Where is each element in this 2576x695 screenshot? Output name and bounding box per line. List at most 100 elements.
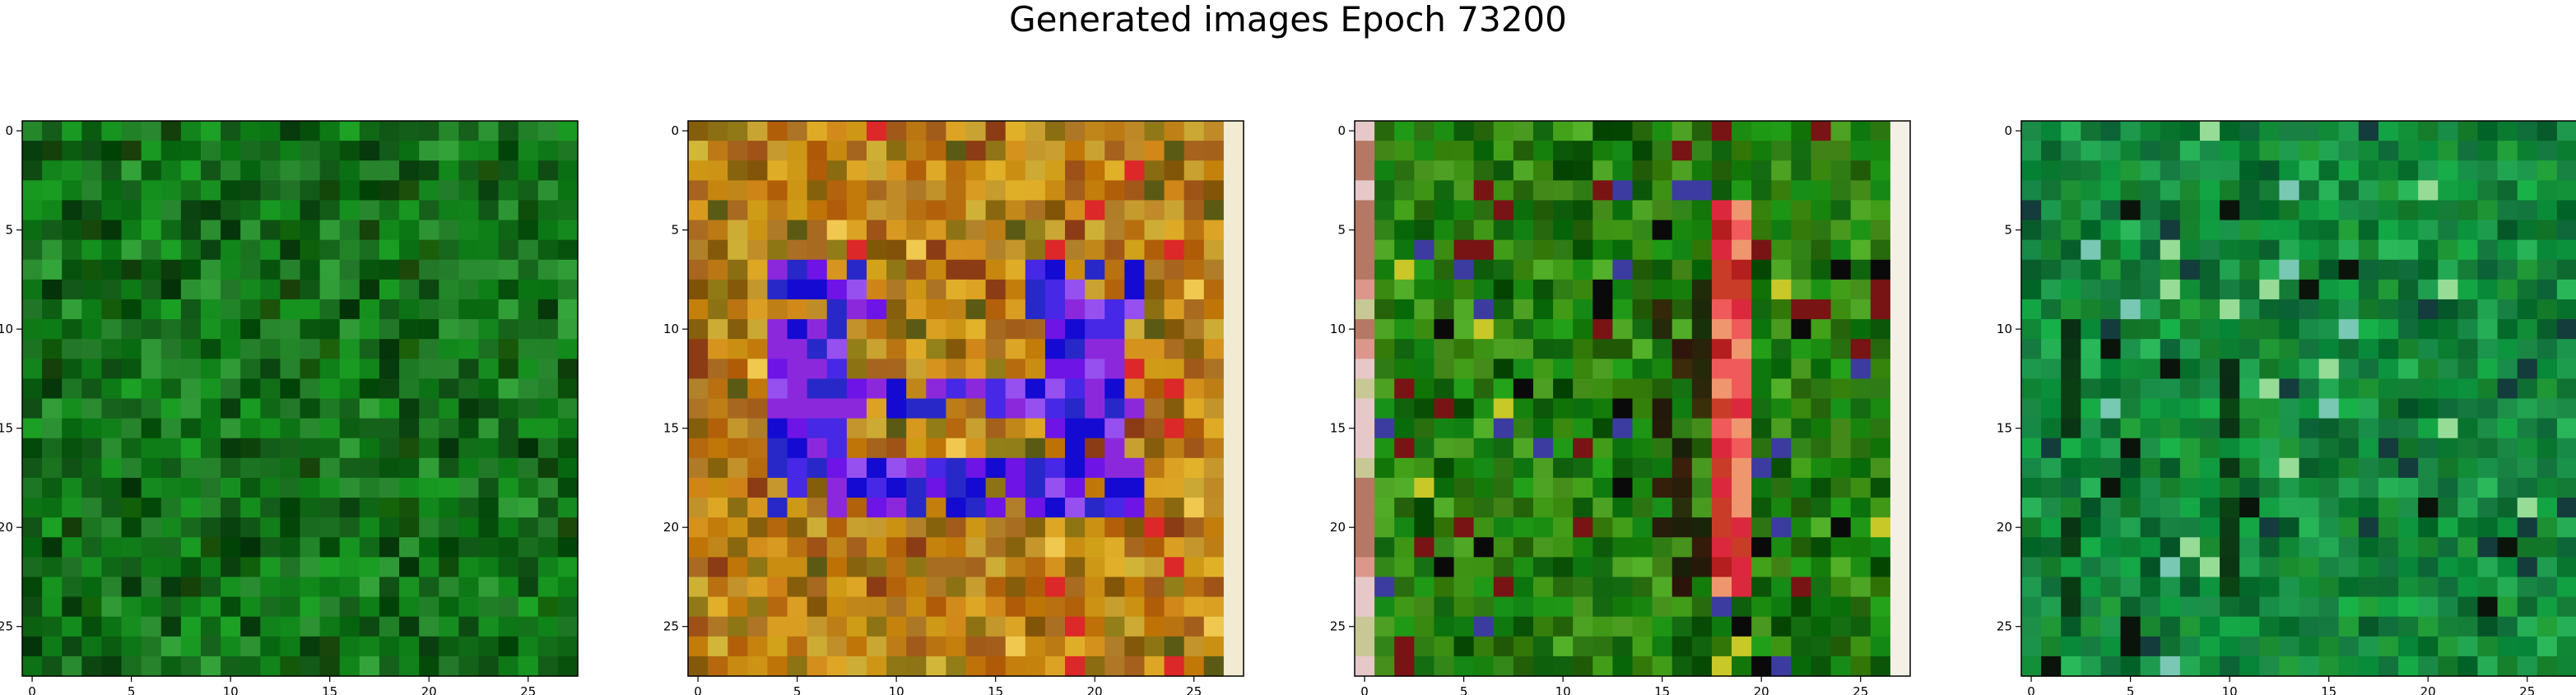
pixel-cell	[2457, 557, 2478, 577]
pixel-cell	[2398, 260, 2419, 280]
pixel-cell	[320, 577, 341, 597]
pixel-cell	[2021, 180, 2042, 201]
pixel-cell	[1224, 319, 1244, 340]
pixel-cell	[1633, 498, 1653, 518]
pixel-cell	[2200, 280, 2220, 300]
pixel-cell	[1553, 419, 1574, 439]
pixel-cell	[926, 399, 946, 419]
pixel-cell	[2457, 597, 2478, 618]
pixel-cell	[2141, 280, 2161, 300]
pixel-cell	[2160, 557, 2181, 577]
pixel-cell	[2518, 637, 2538, 657]
pixel-cell	[2319, 597, 2340, 618]
pixel-cell	[2418, 478, 2439, 498]
pixel-cell	[1104, 359, 1125, 379]
pixel-cell	[181, 220, 202, 241]
pixel-cell	[2378, 220, 2399, 241]
pixel-cell	[2121, 299, 2141, 320]
y-tick-label: 0	[1337, 123, 1346, 138]
pixel-cell	[2259, 260, 2280, 280]
pixel-cell	[1573, 399, 1593, 419]
pixel-cell	[1831, 220, 1852, 241]
pixel-cell	[101, 160, 122, 181]
pixel-cell	[2100, 478, 2121, 498]
pixel-cell	[2518, 378, 2538, 399]
pixel-cell	[201, 220, 221, 241]
pixel-cell	[1224, 240, 1244, 261]
pixel-cell	[926, 141, 946, 161]
pixel-cell	[708, 597, 728, 618]
pixel-cell	[2259, 220, 2280, 241]
pixel-cell	[1494, 656, 1514, 677]
pixel-cell	[2299, 617, 2320, 637]
pixel-cell	[827, 160, 848, 181]
pixel-cell	[1732, 656, 1752, 677]
pixel-cell	[2239, 537, 2260, 558]
pixel-cell	[886, 617, 907, 637]
pixel-cell	[538, 121, 559, 141]
pixel-cell	[1144, 478, 1165, 498]
pixel-cell	[1791, 617, 1811, 637]
pixel-cell	[1025, 240, 1046, 261]
pixel-cell	[122, 438, 142, 459]
pixel-cell	[906, 517, 927, 538]
pixel-cell	[2061, 637, 2081, 657]
pixel-cell	[1811, 141, 1831, 161]
pixel-cell	[1144, 557, 1165, 577]
pixel-cell	[1672, 359, 1693, 379]
pixel-cell	[518, 200, 539, 220]
pixel-cell	[419, 537, 439, 558]
pixel-cell	[1593, 617, 1613, 637]
pixel-cell	[1355, 656, 1375, 677]
pixel-cell	[101, 121, 122, 141]
pixel-cell	[1811, 260, 1831, 280]
pixel-cell	[2398, 180, 2419, 201]
pixel-cell	[478, 141, 499, 161]
pixel-cell	[886, 399, 907, 419]
pixel-cell	[2418, 458, 2439, 479]
pixel-cell	[1732, 180, 1752, 201]
pixel-cell	[1573, 498, 1593, 518]
pixel-cell	[2100, 656, 2121, 677]
pixel-cell	[2061, 299, 2081, 320]
pixel-cell	[260, 419, 281, 439]
pixel-cell	[1871, 299, 1891, 320]
pixel-cell	[2319, 220, 2340, 241]
pixel-cell	[1124, 240, 1145, 261]
pixel-cell	[867, 577, 887, 597]
pixel-cell	[2141, 637, 2161, 657]
pixel-cell	[181, 577, 202, 597]
pixel-cell	[986, 260, 1007, 280]
pixel-cell	[300, 160, 321, 181]
pixel-cell	[2141, 656, 2161, 677]
pixel-cell	[708, 280, 728, 300]
pixel-cell	[458, 319, 479, 340]
pixel-cell	[42, 319, 63, 340]
pixel-cell	[1553, 378, 1574, 399]
pixel-cell	[2200, 200, 2220, 220]
pixel-cell	[2557, 498, 2576, 518]
pixel-cell	[1771, 419, 1792, 439]
pixel-cell	[260, 498, 281, 518]
pixel-cell	[1871, 319, 1891, 340]
pixel-cell	[1394, 419, 1415, 439]
pixel-cell	[886, 319, 907, 340]
pixel-cell	[2061, 160, 2081, 181]
pixel-cell	[439, 299, 459, 320]
pixel-cell	[946, 378, 966, 399]
pixel-cell	[827, 200, 848, 220]
pixel-cell	[2239, 517, 2260, 538]
pixel-cell	[1732, 478, 1752, 498]
pixel-cell	[2021, 577, 2042, 597]
pixel-cell	[62, 597, 82, 618]
pixel-cell	[1751, 517, 1772, 538]
pixel-cell	[2299, 517, 2320, 538]
pixel-cell	[1474, 419, 1495, 439]
pixel-cell	[1811, 557, 1831, 577]
pixel-cell	[867, 557, 887, 577]
pixel-cell	[1851, 399, 1872, 419]
pixel-cell	[280, 160, 300, 181]
pixel-cell	[747, 419, 768, 439]
pixel-cell	[986, 637, 1007, 657]
pixel-cell	[2319, 160, 2340, 181]
